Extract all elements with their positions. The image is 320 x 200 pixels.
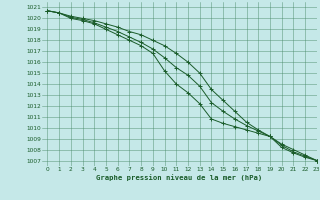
X-axis label: Graphe pression niveau de la mer (hPa): Graphe pression niveau de la mer (hPa) <box>96 174 262 181</box>
